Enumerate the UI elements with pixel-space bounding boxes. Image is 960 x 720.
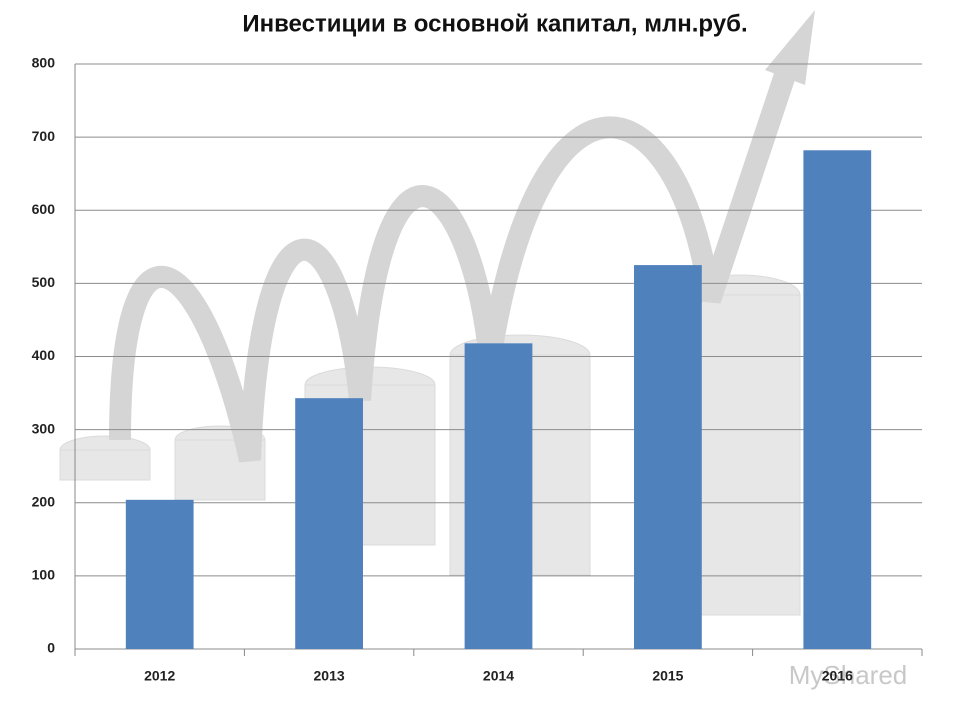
y-tick-label: 300 (32, 420, 56, 436)
y-tick-label: 700 (32, 128, 56, 144)
x-tick-label: 2012 (144, 668, 175, 684)
x-tick-label: 2013 (314, 668, 345, 684)
x-tick-label: 2014 (483, 668, 514, 684)
y-tick-label: 100 (32, 567, 56, 583)
y-tick-label: 600 (32, 201, 56, 217)
y-tick-label: 500 (32, 274, 56, 290)
bar (803, 150, 872, 649)
y-tick-label: 200 (32, 493, 56, 509)
x-tick-label: 2015 (652, 668, 683, 684)
y-tick-label: 400 (32, 347, 56, 363)
bar (634, 265, 702, 649)
bar (464, 343, 533, 649)
bar (125, 499, 194, 649)
x-tick-label: 2016 (822, 668, 853, 684)
watermark: MyShared (789, 660, 908, 690)
chart-title: Инвестиции в основной капитал, млн.руб. (242, 10, 747, 37)
y-tick-label: 0 (47, 640, 55, 656)
y-tick-label: 800 (32, 55, 56, 71)
bar (295, 398, 363, 649)
